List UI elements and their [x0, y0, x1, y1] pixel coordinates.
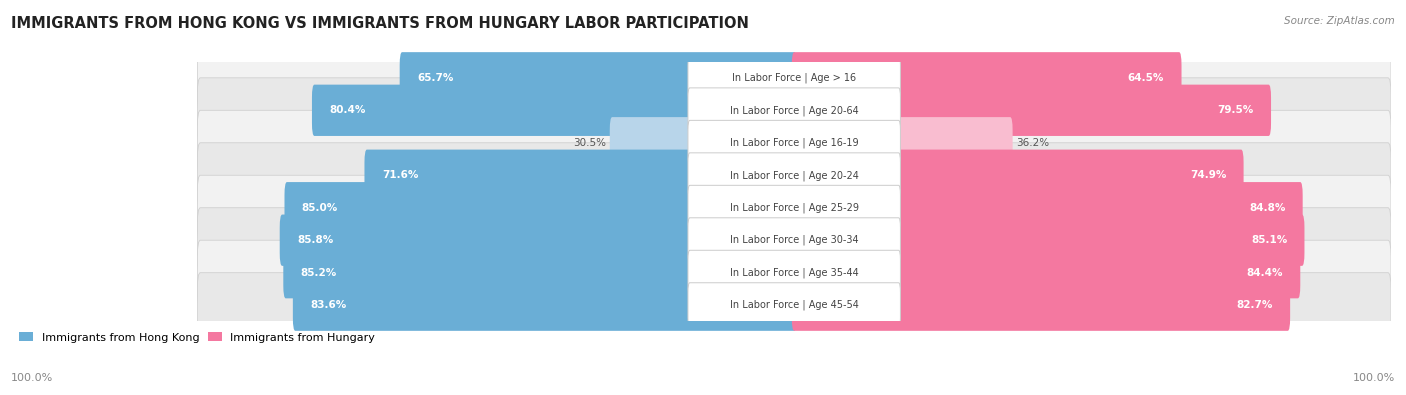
FancyBboxPatch shape [792, 117, 1012, 168]
Text: 85.2%: 85.2% [301, 268, 337, 278]
FancyBboxPatch shape [688, 88, 900, 133]
FancyBboxPatch shape [197, 208, 1391, 273]
Text: 84.4%: 84.4% [1247, 268, 1284, 278]
FancyBboxPatch shape [792, 247, 1301, 298]
FancyBboxPatch shape [792, 214, 1305, 266]
Text: 83.6%: 83.6% [311, 300, 346, 310]
FancyBboxPatch shape [292, 280, 797, 331]
Text: 71.6%: 71.6% [382, 170, 418, 180]
FancyBboxPatch shape [688, 250, 900, 295]
Text: 64.5%: 64.5% [1128, 73, 1164, 83]
FancyBboxPatch shape [197, 240, 1391, 305]
Text: 36.2%: 36.2% [1017, 138, 1049, 148]
FancyBboxPatch shape [197, 78, 1391, 143]
Text: 85.0%: 85.0% [302, 203, 337, 213]
FancyBboxPatch shape [792, 52, 1181, 103]
FancyBboxPatch shape [284, 182, 797, 233]
FancyBboxPatch shape [283, 247, 797, 298]
FancyBboxPatch shape [280, 214, 797, 266]
FancyBboxPatch shape [688, 185, 900, 230]
FancyBboxPatch shape [792, 150, 1243, 201]
Text: Source: ZipAtlas.com: Source: ZipAtlas.com [1284, 16, 1395, 26]
Text: 85.8%: 85.8% [297, 235, 333, 245]
Text: In Labor Force | Age > 16: In Labor Force | Age > 16 [733, 73, 856, 83]
FancyBboxPatch shape [197, 110, 1391, 175]
FancyBboxPatch shape [364, 150, 797, 201]
Text: 100.0%: 100.0% [11, 373, 53, 383]
FancyBboxPatch shape [688, 283, 900, 327]
Text: 79.5%: 79.5% [1218, 105, 1254, 115]
Text: 82.7%: 82.7% [1236, 300, 1272, 310]
FancyBboxPatch shape [688, 55, 900, 100]
FancyBboxPatch shape [610, 117, 797, 168]
FancyBboxPatch shape [688, 120, 900, 165]
Text: In Labor Force | Age 25-29: In Labor Force | Age 25-29 [730, 203, 859, 213]
Text: In Labor Force | Age 16-19: In Labor Force | Age 16-19 [730, 137, 859, 148]
FancyBboxPatch shape [197, 45, 1391, 110]
Text: In Labor Force | Age 20-64: In Labor Force | Age 20-64 [730, 105, 859, 116]
Text: 85.1%: 85.1% [1251, 235, 1286, 245]
FancyBboxPatch shape [792, 85, 1271, 136]
FancyBboxPatch shape [792, 280, 1291, 331]
Text: 84.8%: 84.8% [1249, 203, 1285, 213]
Text: In Labor Force | Age 20-24: In Labor Force | Age 20-24 [730, 170, 859, 181]
FancyBboxPatch shape [197, 143, 1391, 208]
FancyBboxPatch shape [197, 175, 1391, 240]
FancyBboxPatch shape [688, 153, 900, 198]
Text: In Labor Force | Age 30-34: In Labor Force | Age 30-34 [730, 235, 859, 245]
Legend: Immigrants from Hong Kong, Immigrants from Hungary: Immigrants from Hong Kong, Immigrants fr… [15, 328, 380, 347]
FancyBboxPatch shape [792, 182, 1303, 233]
FancyBboxPatch shape [399, 52, 797, 103]
FancyBboxPatch shape [312, 85, 797, 136]
Text: 30.5%: 30.5% [574, 138, 606, 148]
Text: In Labor Force | Age 45-54: In Labor Force | Age 45-54 [730, 300, 859, 310]
Text: 74.9%: 74.9% [1189, 170, 1226, 180]
Text: IMMIGRANTS FROM HONG KONG VS IMMIGRANTS FROM HUNGARY LABOR PARTICIPATION: IMMIGRANTS FROM HONG KONG VS IMMIGRANTS … [11, 16, 749, 31]
Text: 65.7%: 65.7% [418, 73, 453, 83]
FancyBboxPatch shape [688, 218, 900, 263]
FancyBboxPatch shape [197, 273, 1391, 338]
Text: In Labor Force | Age 35-44: In Labor Force | Age 35-44 [730, 267, 859, 278]
Text: 100.0%: 100.0% [1353, 373, 1395, 383]
Text: 80.4%: 80.4% [329, 105, 366, 115]
